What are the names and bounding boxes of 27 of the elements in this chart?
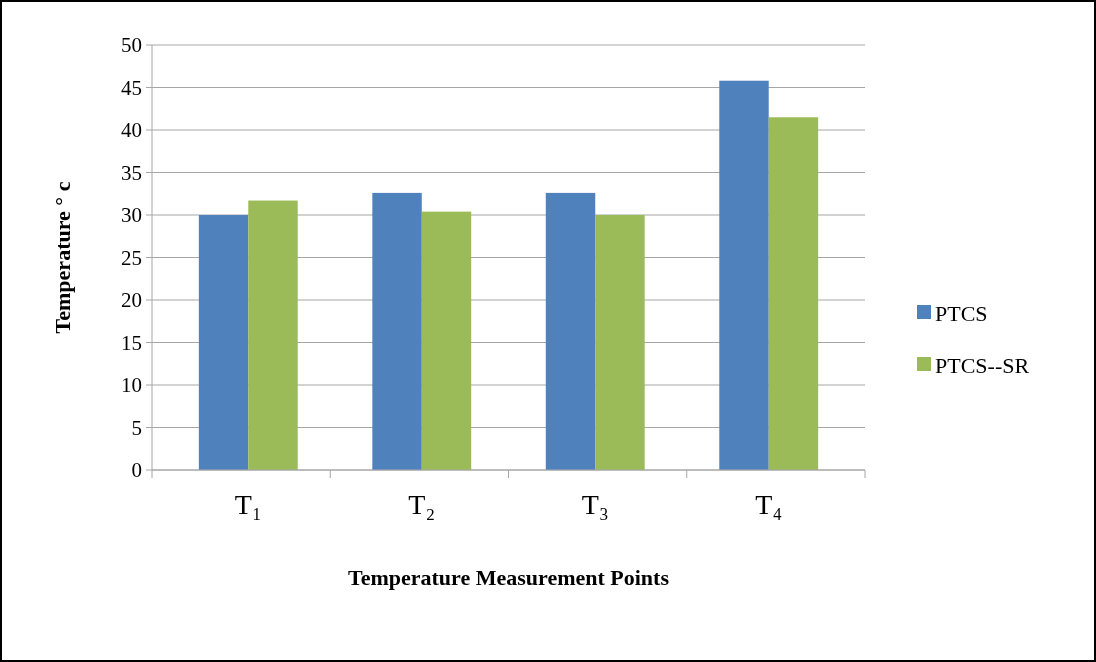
y-tick-label: 50 (121, 33, 142, 58)
bar (595, 215, 645, 470)
x-tick-label: T₁ (234, 489, 262, 520)
y-tick-label: 35 (121, 160, 142, 185)
bar (545, 192, 596, 470)
bar (421, 211, 472, 470)
y-axis-title: Temperature ° c (50, 181, 75, 334)
x-tick-label: T₄ (755, 489, 783, 520)
bar (372, 192, 422, 470)
y-tick-label: 20 (121, 288, 142, 313)
bar (768, 117, 819, 470)
legend-label: PTCS (935, 300, 988, 326)
x-tick-label: T₂ (408, 489, 436, 520)
y-tick-label: 25 (121, 245, 142, 270)
bar (198, 215, 249, 470)
y-tick-label: 5 (131, 415, 142, 440)
y-tick-label: 10 (121, 373, 142, 398)
bar (719, 80, 769, 470)
y-tick-label: 40 (121, 118, 142, 143)
y-tick-label: 15 (121, 330, 142, 355)
legend-label: PTCS--SR (935, 352, 1030, 378)
y-tick-label: 45 (121, 75, 142, 100)
x-tick-label: T₃ (581, 489, 609, 520)
y-tick-label: 0 (131, 458, 142, 483)
x-axis-title: Temperature Measurement Points (348, 565, 670, 590)
bar (248, 200, 298, 470)
y-tick-label: 30 (121, 203, 142, 228)
